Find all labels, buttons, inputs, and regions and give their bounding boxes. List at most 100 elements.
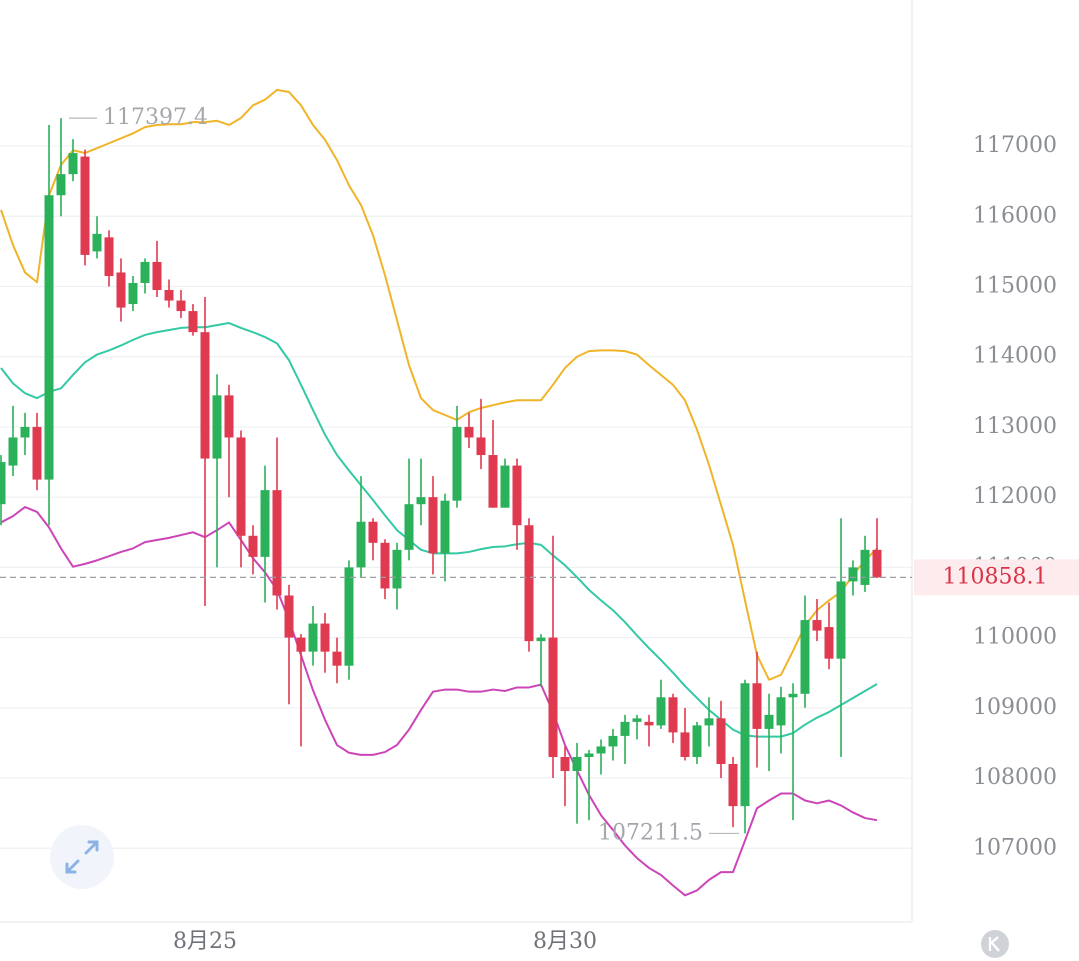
candle-body [476, 437, 486, 456]
candle-body [536, 637, 546, 642]
low-marker-label: 107211.5 [598, 820, 703, 845]
y-tick-label: 117000 [973, 133, 1057, 158]
candle-body [692, 725, 702, 757]
y-tick-label: 109000 [973, 695, 1057, 720]
candle-body [380, 542, 390, 589]
candle-body [548, 637, 558, 757]
bands [0, 88, 878, 897]
candle-body [452, 426, 462, 501]
candle-body [296, 637, 306, 652]
candles [0, 118, 882, 834]
last-price-bg [914, 559, 1079, 596]
candle-body [644, 721, 654, 726]
y-tick-label: 107000 [973, 835, 1057, 860]
candle-body [572, 756, 582, 772]
candle-body [752, 683, 762, 729]
candle-body [560, 756, 570, 772]
expand-icon[interactable] [65, 840, 99, 874]
candle-body [56, 174, 66, 196]
candle-body [824, 627, 834, 659]
y-tick-label: 108000 [973, 765, 1057, 790]
candle-body [356, 521, 366, 568]
logo-circle [981, 930, 1009, 958]
candle-body [416, 497, 426, 505]
candle-body [404, 504, 414, 550]
y-tick-label: 110000 [973, 625, 1057, 650]
candle-body [68, 153, 78, 175]
candle-body [812, 620, 822, 631]
y-tick-label: 114000 [973, 344, 1057, 369]
expand-button-bg[interactable] [50, 825, 114, 889]
candle-body [128, 282, 138, 305]
candle-body [140, 261, 150, 283]
candle-body [224, 395, 234, 438]
candle-body [848, 567, 858, 582]
x-tick-label: 8月25 [173, 929, 237, 954]
logo [981, 930, 1009, 958]
candle-body [248, 535, 258, 557]
candle-body [836, 581, 846, 659]
last-price-label: 110858.1 [943, 564, 1048, 589]
candle-body [200, 332, 210, 459]
candle-body [20, 426, 30, 438]
candle-body [344, 567, 354, 666]
candle-body [656, 697, 666, 726]
y-tick-label: 115000 [973, 274, 1057, 299]
candle-body [584, 753, 594, 757]
y-tick-label: 113000 [973, 414, 1057, 439]
candle-body [104, 237, 114, 276]
candle-body [764, 714, 774, 729]
candle-body [716, 718, 726, 765]
candle-body [188, 311, 198, 333]
candle-body [620, 721, 630, 736]
y-tick-label: 116000 [973, 203, 1057, 228]
candle-body [284, 595, 294, 638]
candle-body [308, 623, 318, 652]
candle-body [512, 465, 522, 526]
candle-body [80, 156, 90, 255]
band-line [0, 322, 878, 738]
candle-body [116, 272, 126, 308]
candle-body [680, 732, 690, 757]
candle-body [44, 195, 54, 480]
candle-body [440, 500, 450, 554]
candle-body [332, 651, 342, 666]
candle-body [488, 455, 498, 508]
candle-body [368, 521, 378, 543]
candle-body [176, 300, 186, 312]
overlay: 117397.4 107211.5 [0, 105, 912, 845]
band-line [0, 505, 878, 897]
candle-body [212, 395, 222, 459]
expand-button[interactable] [50, 825, 114, 889]
candle-body [668, 697, 678, 733]
band-line [0, 88, 878, 681]
candle-body [164, 290, 174, 301]
candle-body [260, 490, 270, 557]
high-marker-label: 117397.4 [103, 105, 208, 130]
candle-body [860, 549, 870, 585]
logo-mark [988, 936, 1000, 952]
candle-body [236, 437, 246, 536]
candle-body [872, 549, 882, 578]
candle-body [704, 718, 714, 726]
candle-body [464, 426, 474, 438]
candle-body [0, 462, 6, 505]
candle-body [596, 746, 606, 754]
candle-body [788, 693, 798, 698]
candle-body [92, 233, 102, 252]
candle-body [32, 426, 42, 480]
candle-body [740, 683, 750, 807]
candle-body [8, 437, 18, 466]
candle-body [500, 465, 510, 508]
candle-body [524, 525, 534, 642]
candle-body [428, 497, 438, 554]
candle-body [152, 261, 162, 291]
x-tick-label: 8月30 [533, 929, 597, 954]
candle-body [272, 490, 282, 596]
y-tick-label: 112000 [973, 484, 1057, 509]
candle-body [728, 764, 738, 807]
candle-body [776, 697, 786, 726]
candle-body [392, 549, 402, 589]
